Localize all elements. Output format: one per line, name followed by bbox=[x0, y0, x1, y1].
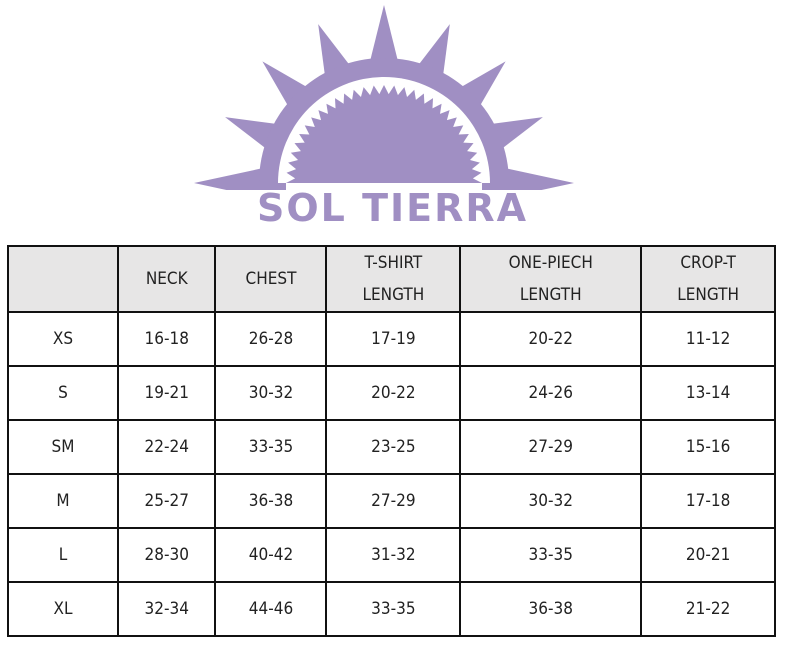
header-cell: NECK bbox=[116, 245, 217, 313]
size-cell: SM bbox=[7, 419, 119, 475]
size-chart-table: NECK CHEST T-SHIRT LENGTH ONE-PIECH LENGTH CRO… bbox=[7, 245, 776, 637]
size-cell: L bbox=[7, 527, 119, 583]
brand-name: SOL TIERRA bbox=[256, 186, 529, 230]
table-row: M 25-27 36-38 27-29 30-32 17-18 bbox=[7, 473, 776, 529]
measure-cell: 44-46 bbox=[214, 581, 328, 637]
measure-cell: 25-27 bbox=[116, 473, 217, 529]
measure-cell: 26-28 bbox=[214, 311, 328, 367]
measure-cell: 36-38 bbox=[214, 473, 328, 529]
measure-cell: 19-21 bbox=[116, 365, 217, 421]
measure-cell: 17-19 bbox=[325, 311, 462, 367]
measure-cell: 31-32 bbox=[325, 527, 462, 583]
measure-cell: 20-22 bbox=[459, 311, 643, 367]
sol-tierra-logo bbox=[194, 5, 574, 190]
measure-cell: 17-18 bbox=[640, 473, 776, 529]
measure-cell: 20-21 bbox=[640, 527, 776, 583]
measure-cell: 21-22 bbox=[640, 581, 776, 637]
measure-cell: 22-24 bbox=[116, 419, 217, 475]
header-cell: CROP-T LENGTH bbox=[640, 245, 776, 313]
measure-cell: 20-22 bbox=[325, 365, 462, 421]
measure-cell: 11-12 bbox=[640, 311, 776, 367]
size-cell: S bbox=[7, 365, 119, 421]
header-cell: T-SHIRT LENGTH bbox=[325, 245, 462, 313]
measure-cell: 30-32 bbox=[214, 365, 328, 421]
table-row: SM 22-24 33-35 23-25 27-29 15-16 bbox=[7, 419, 776, 475]
measure-cell: 27-29 bbox=[459, 419, 643, 475]
measure-cell: 27-29 bbox=[325, 473, 462, 529]
measure-cell: 28-30 bbox=[116, 527, 217, 583]
measure-cell: 33-35 bbox=[214, 419, 328, 475]
size-cell: M bbox=[7, 473, 119, 529]
measure-cell: 33-35 bbox=[325, 581, 462, 637]
measure-cell: 24-26 bbox=[459, 365, 643, 421]
measure-cell: 40-42 bbox=[214, 527, 328, 583]
size-cell: XS bbox=[7, 311, 119, 367]
measure-cell: 36-38 bbox=[459, 581, 643, 637]
header-cell: CHEST bbox=[214, 245, 328, 313]
measure-cell: 23-25 bbox=[325, 419, 462, 475]
header-cell: ONE-PIECH LENGTH bbox=[459, 245, 643, 313]
table-row: L 28-30 40-42 31-32 33-35 20-21 bbox=[7, 527, 776, 583]
header-row: NECK CHEST T-SHIRT LENGTH ONE-PIECH LENGTH CRO… bbox=[7, 245, 776, 313]
measure-cell: 15-16 bbox=[640, 419, 776, 475]
measure-cell: 33-35 bbox=[459, 527, 643, 583]
table-row: XS 16-18 26-28 17-19 20-22 11-12 bbox=[7, 311, 776, 367]
sun-disc bbox=[286, 85, 482, 183]
measure-cell: 32-34 bbox=[116, 581, 217, 637]
size-cell: XL bbox=[7, 581, 119, 637]
measure-cell: 30-32 bbox=[459, 473, 643, 529]
table-row: XL 32-34 44-46 33-35 36-38 21-22 bbox=[7, 581, 776, 637]
header-cell bbox=[7, 245, 119, 313]
table-row: S 19-21 30-32 20-22 24-26 13-14 bbox=[7, 365, 776, 421]
measure-cell: 13-14 bbox=[640, 365, 776, 421]
measure-cell: 16-18 bbox=[116, 311, 217, 367]
